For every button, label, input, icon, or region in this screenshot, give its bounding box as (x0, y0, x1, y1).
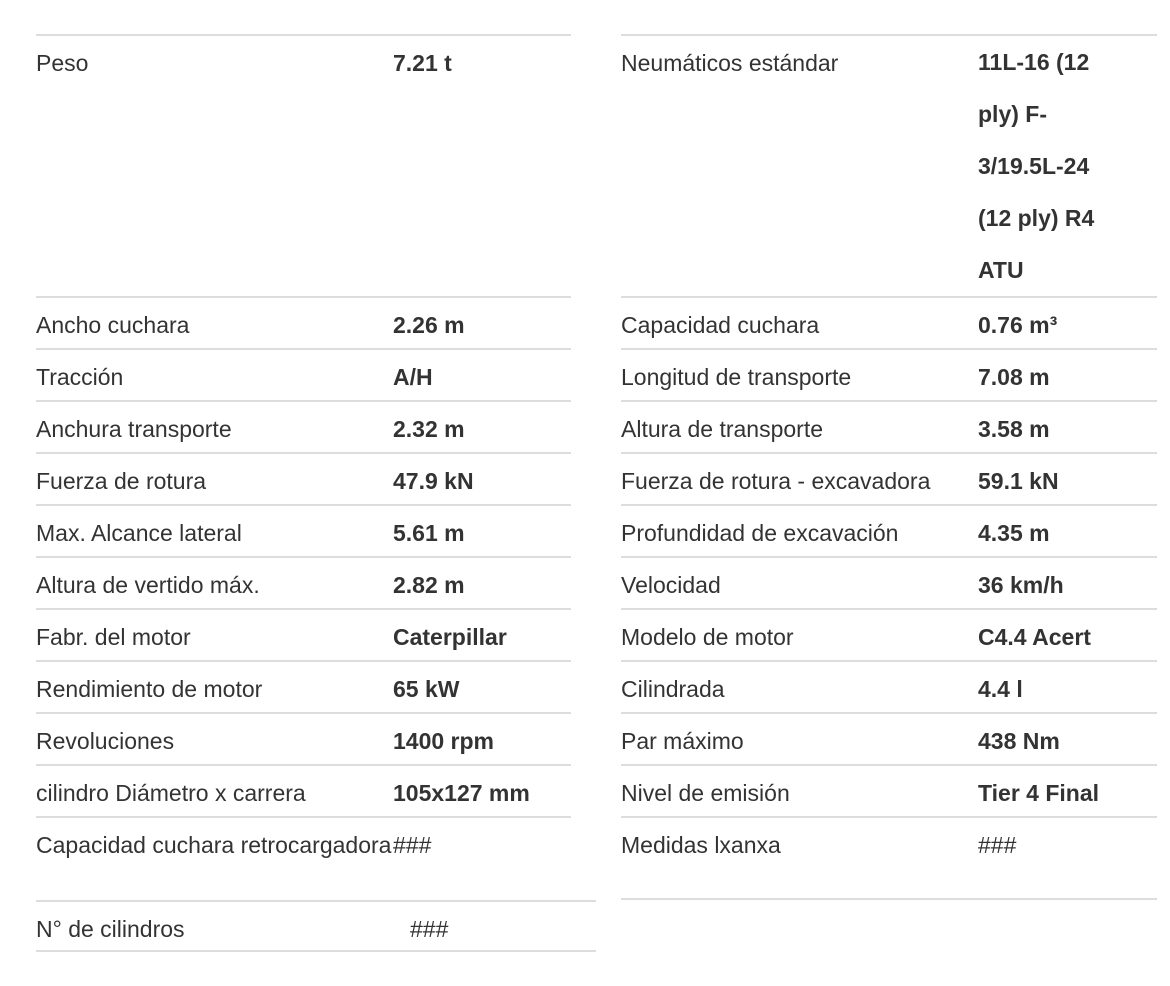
spec-label: Peso (36, 50, 89, 76)
spec-value: 2.32 m (393, 416, 465, 442)
spec-row: Fabr. del motor Caterpillar (36, 608, 571, 660)
spec-label: Fuerza de rotura - excavadora (621, 468, 931, 494)
spec-label: Revoluciones (36, 728, 175, 754)
spec-row: Fuerza de rotura 47.9 kN (36, 452, 571, 504)
spec-value: 2.26 m (393, 312, 465, 338)
spec-value: 2.82 m (393, 572, 465, 598)
spec-row: Peso 7.21 t (36, 34, 571, 296)
spec-label: Capacidad cuchara (621, 312, 820, 338)
spec-value: 11L-16 (12 ply) F-3/19.5L-24 (12 ply) R4… (978, 49, 1095, 283)
spec-label: Ancho cuchara (36, 312, 190, 338)
spec-label: Medidas lxanxa (621, 832, 781, 858)
spec-value: 438 Nm (978, 728, 1060, 754)
spec-value: 47.9 kN (393, 468, 474, 494)
spec-row: Altura de vertido máx. 2.82 m (36, 556, 571, 608)
spec-value: 7.08 m (978, 364, 1050, 390)
spec-value: 4.4 l (978, 676, 1023, 702)
spec-label: Altura de transporte (621, 416, 824, 442)
spec-value: 36 km/h (978, 572, 1064, 598)
spec-label: Modelo de motor (621, 624, 794, 650)
spec-row: Ancho cuchara 2.26 m (36, 296, 571, 348)
spec-value: 5.61 m (393, 520, 465, 546)
spec-value: 4.35 m (978, 520, 1050, 546)
spec-row: Fuerza de rotura - excavadora 59.1 kN (621, 452, 1157, 504)
spec-label: Capacidad cuchara retrocargadora (36, 832, 392, 858)
spec-row: Anchura transporte 2.32 m (36, 400, 571, 452)
spec-value: Tier 4 Final (978, 780, 1100, 806)
spec-label: Anchura transporte (36, 416, 232, 442)
spec-value: ### (410, 916, 449, 942)
spec-row: N° de cilindros ### (36, 900, 596, 952)
spec-label: Cilindrada (621, 676, 725, 702)
spec-row: Profundidad de excavación 4.35 m (621, 504, 1157, 556)
spec-row: Longitud de transporte 7.08 m (621, 348, 1157, 400)
spec-label: Velocidad (621, 572, 721, 598)
spec-row: Cilindrada 4.4 l (621, 660, 1157, 712)
spec-value: 0.76 m³ (978, 312, 1058, 338)
spec-value: C4.4 Acert (978, 624, 1091, 650)
specs-table-right: Neumáticos estándar 11L-16 (12 ply) F-3/1… (621, 34, 1157, 900)
spec-row: Nivel de emisión Tier 4 Final (621, 764, 1157, 816)
spec-label: Par máximo (621, 728, 744, 754)
spec-value: Caterpillar (393, 624, 507, 650)
spec-row: Revoluciones 1400 rpm (36, 712, 571, 764)
spec-row: Neumáticos estándar 11L-16 (12 ply) F-3/1… (621, 34, 1157, 296)
spec-row: Capacidad cuchara retrocargadora ### (36, 816, 571, 900)
spec-value: 65 kW (393, 676, 460, 702)
spec-row: Capacidad cuchara 0.76 m³ (621, 296, 1157, 348)
spec-row: Par máximo 438 Nm (621, 712, 1157, 764)
spec-label: Tracción (36, 364, 124, 390)
spec-label: Profundidad de excavación (621, 520, 899, 546)
spec-row: Rendimiento de motor 65 kW (36, 660, 571, 712)
spec-value: 7.21 t (393, 50, 452, 76)
spec-label: Neumáticos estándar (621, 50, 839, 76)
spec-row: cilindro Diámetro x carrera 105x127 mm (36, 764, 571, 816)
spec-value: A/H (393, 364, 433, 390)
spec-label: Fabr. del motor (36, 624, 191, 650)
spec-label: Rendimiento de motor (36, 676, 263, 702)
spec-value: ### (393, 832, 432, 858)
spec-value: 59.1 kN (978, 468, 1059, 494)
spec-row: Medidas lxanxa ### (621, 816, 1157, 900)
spec-label: N° de cilindros (36, 916, 185, 942)
spec-label: Nivel de emisión (621, 780, 790, 806)
specs-table-left: Peso 7.21 t Ancho cuchara 2.26 m Tracción A/H… (36, 34, 596, 952)
spec-value: ### (978, 832, 1017, 858)
spec-row: Altura de transporte 3.58 m (621, 400, 1157, 452)
spec-value: 1400 rpm (393, 728, 495, 754)
spec-row: Tracción A/H (36, 348, 571, 400)
spec-value: 105x127 mm (393, 780, 530, 806)
spec-row: Modelo de motor C4.4 Acert (621, 608, 1157, 660)
spec-label: Max. Alcance lateral (36, 520, 242, 546)
spec-label: Longitud de transporte (621, 364, 852, 390)
spec-row: Velocidad 36 km/h (621, 556, 1157, 608)
spec-label: Altura de vertido máx. (36, 572, 260, 598)
spec-value: 3.58 m (978, 416, 1050, 442)
spec-label: cilindro Diámetro x carrera (36, 780, 306, 806)
spec-row: Max. Alcance lateral 5.61 m (36, 504, 571, 556)
spec-label: Fuerza de rotura (36, 468, 207, 494)
